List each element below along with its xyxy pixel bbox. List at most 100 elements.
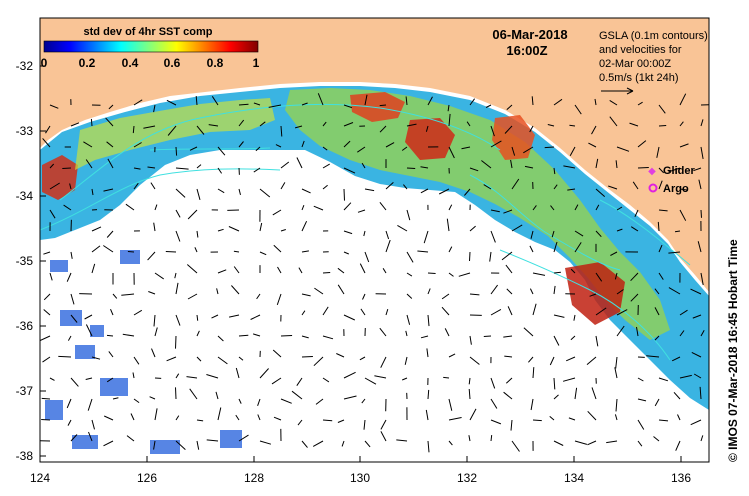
velocity-vector <box>280 398 292 404</box>
velocity-vector <box>448 146 455 159</box>
velocity-vector <box>511 224 523 232</box>
velocity-vector <box>501 251 513 261</box>
velocity-vector <box>469 225 476 232</box>
colorbar-tick: 0.6 <box>164 56 181 70</box>
velocity-vector <box>41 419 51 421</box>
velocity-vector <box>42 138 51 148</box>
velocity-vector <box>426 348 429 358</box>
velocity-vector <box>238 188 241 196</box>
velocity-vector <box>544 146 555 149</box>
velocity-vector <box>154 204 158 211</box>
velocity-vector <box>374 375 387 379</box>
velocity-vector <box>175 167 189 170</box>
velocity-vector <box>91 245 101 253</box>
colorbar-gradient <box>43 40 259 53</box>
velocity-vector <box>359 356 366 361</box>
velocity-vector <box>103 245 114 253</box>
velocity-vector <box>70 377 79 387</box>
velocity-vector <box>532 272 546 276</box>
colorbar-tick: 0.2 <box>79 56 96 70</box>
land-mass <box>40 18 709 292</box>
colorbar-tick: 1 <box>253 56 260 70</box>
velocity-vector <box>217 335 224 342</box>
velocity-vector <box>528 356 534 363</box>
velocity-vector <box>206 374 219 379</box>
velocity-vector <box>217 146 226 156</box>
velocity-vector <box>272 349 282 358</box>
velocity-vector <box>106 334 114 337</box>
velocity-vector <box>427 288 431 295</box>
velocity-vector <box>187 293 198 300</box>
velocity-vector <box>165 251 177 253</box>
velocity-vector <box>312 440 324 447</box>
velocity-vector <box>553 285 556 295</box>
velocity-vector <box>532 367 535 379</box>
velocity-vector <box>110 309 114 316</box>
velocity-vector <box>291 390 303 400</box>
velocity-vector <box>441 306 450 316</box>
velocity-vector <box>563 165 576 169</box>
velocity-vector <box>420 335 429 339</box>
velocity-vector <box>469 98 476 106</box>
velocity-vector <box>103 440 114 447</box>
velocity-vector <box>595 307 607 316</box>
y-tick-label: -33 <box>16 124 34 138</box>
velocity-vector <box>216 288 219 295</box>
velocity-vector <box>301 220 308 232</box>
velocity-vector <box>91 226 102 232</box>
velocity-vector <box>121 293 135 296</box>
velocity-vector <box>313 356 324 367</box>
velocity-vector <box>70 251 73 259</box>
velocity-vector <box>549 356 555 366</box>
velocity-vector <box>658 377 669 382</box>
velocity-vector <box>49 104 59 109</box>
velocity-vector <box>637 167 649 169</box>
gsla-contours <box>40 103 691 361</box>
map-time: 16:00Z <box>506 43 547 58</box>
velocity-vector <box>691 351 702 358</box>
x-tick-label: 136 <box>671 471 691 485</box>
velocity-vector <box>699 386 702 400</box>
y-tick-label: -34 <box>16 189 34 203</box>
velocity-vector <box>133 398 140 404</box>
velocity-vector <box>271 377 282 385</box>
velocity-vector <box>301 335 309 339</box>
velocity-vector <box>133 182 139 190</box>
velocity-vector <box>189 146 198 151</box>
velocity-vector <box>438 188 450 195</box>
note-line: and velocities for <box>599 44 682 56</box>
velocity-vector <box>532 419 542 422</box>
velocity-vector <box>668 287 681 295</box>
velocity-vector <box>692 314 702 319</box>
velocity-vector <box>360 308 366 316</box>
velocity-vector <box>573 314 576 321</box>
velocity-vector <box>700 146 704 159</box>
velocity-vector <box>153 440 156 450</box>
velocity-vector <box>553 377 556 390</box>
velocity-vector <box>43 251 51 255</box>
velocity-vector <box>196 125 205 135</box>
x-tick-label: 128 <box>244 471 264 485</box>
velocity-vector <box>490 284 499 295</box>
sst-warm-zone <box>285 88 670 340</box>
velocity-vector <box>615 160 618 169</box>
velocity-vector <box>105 117 114 127</box>
velocity-vector <box>595 272 603 282</box>
velocity-vector <box>253 167 261 173</box>
velocity-vector <box>427 440 430 453</box>
velocity-vector <box>503 391 513 400</box>
velocity-vector <box>504 125 513 134</box>
velocity-vector <box>301 293 311 297</box>
velocity-vector <box>510 419 513 431</box>
velocity-vector <box>343 122 354 127</box>
velocity-vector <box>690 419 702 426</box>
velocity-vector <box>85 159 93 169</box>
velocity-vector <box>45 125 51 134</box>
colorbar-title: std dev of 4hr SST comp <box>84 26 213 38</box>
velocity-vector <box>357 146 366 153</box>
velocity-vector <box>211 314 219 319</box>
velocity-vector <box>208 124 219 127</box>
velocity-vector <box>490 419 502 425</box>
velocity-vector <box>443 376 450 379</box>
velocity-vector <box>697 241 702 253</box>
